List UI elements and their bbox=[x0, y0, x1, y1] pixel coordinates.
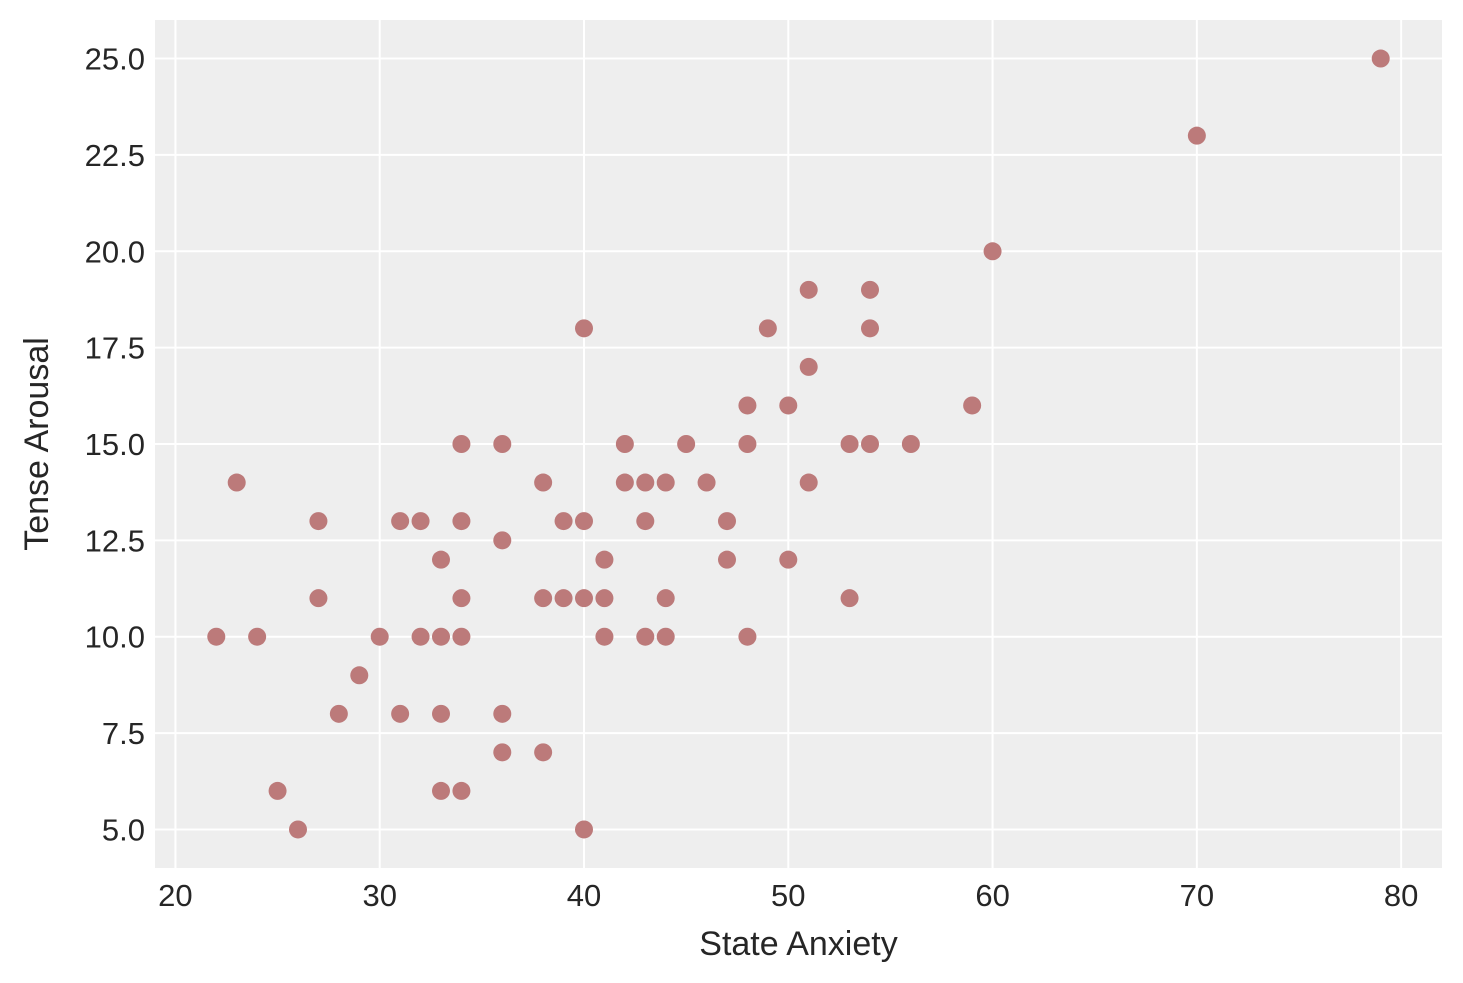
data-point bbox=[718, 550, 736, 569]
data-point bbox=[452, 781, 471, 800]
x-tick-label: 20 bbox=[158, 878, 192, 913]
data-point bbox=[1371, 49, 1390, 68]
data-point bbox=[840, 435, 859, 453]
data-point bbox=[452, 627, 471, 646]
data-point bbox=[452, 435, 471, 453]
data-point bbox=[861, 280, 879, 299]
x-tick-label: 60 bbox=[975, 878, 1009, 913]
x-tick-label: 30 bbox=[362, 878, 396, 913]
data-point bbox=[268, 781, 287, 800]
data-point bbox=[677, 435, 696, 453]
y-tick-label: 10.0 bbox=[85, 620, 145, 655]
x-axis-ticks: 20 30 40 50 60 70 80 bbox=[158, 878, 1418, 913]
data-point bbox=[636, 473, 655, 492]
data-point bbox=[554, 589, 573, 608]
x-tick-label: 70 bbox=[1180, 878, 1214, 913]
data-point bbox=[861, 319, 879, 338]
data-point bbox=[615, 473, 634, 492]
data-point bbox=[636, 627, 655, 646]
data-point bbox=[534, 473, 553, 492]
y-tick-label: 17.5 bbox=[85, 331, 145, 366]
data-point bbox=[432, 781, 450, 800]
data-point bbox=[309, 589, 328, 608]
x-tick-label: 40 bbox=[567, 878, 601, 913]
data-point bbox=[452, 589, 471, 608]
data-point bbox=[534, 743, 553, 762]
data-point bbox=[207, 627, 226, 646]
data-point bbox=[779, 396, 798, 415]
data-point bbox=[738, 396, 757, 415]
data-point bbox=[575, 589, 593, 608]
data-point bbox=[758, 319, 777, 338]
x-tick-label: 50 bbox=[771, 878, 805, 913]
data-point bbox=[289, 820, 307, 839]
x-tick-label: 80 bbox=[1384, 878, 1418, 913]
data-point bbox=[595, 589, 614, 608]
data-point bbox=[595, 550, 614, 569]
data-point bbox=[432, 627, 450, 646]
data-point bbox=[554, 512, 573, 531]
data-point bbox=[493, 531, 512, 550]
data-point bbox=[309, 512, 328, 531]
data-points bbox=[207, 49, 1390, 839]
data-point bbox=[575, 512, 593, 531]
data-point bbox=[595, 627, 614, 646]
y-tick-label: 5.0 bbox=[102, 812, 145, 847]
data-point bbox=[432, 704, 450, 723]
data-point bbox=[391, 704, 410, 723]
y-tick-label: 7.5 bbox=[102, 716, 145, 751]
data-point bbox=[861, 435, 879, 453]
data-point bbox=[963, 396, 982, 415]
data-point bbox=[329, 704, 348, 723]
y-tick-label: 15.0 bbox=[85, 427, 145, 462]
data-point bbox=[534, 589, 553, 608]
data-point bbox=[636, 512, 655, 531]
data-point bbox=[391, 512, 410, 531]
data-point bbox=[799, 473, 818, 492]
data-point bbox=[738, 435, 757, 453]
data-point bbox=[411, 627, 430, 646]
data-point bbox=[983, 242, 1002, 261]
data-point bbox=[227, 473, 246, 492]
y-tick-label: 25.0 bbox=[85, 42, 145, 77]
x-axis-label: State Anxiety bbox=[699, 925, 897, 963]
y-tick-label: 20.0 bbox=[85, 234, 145, 269]
data-point bbox=[248, 627, 267, 646]
gridlines bbox=[155, 20, 1442, 868]
data-point bbox=[432, 550, 450, 569]
data-point bbox=[738, 627, 757, 646]
data-point bbox=[1187, 126, 1206, 145]
y-tick-label: 22.5 bbox=[85, 138, 145, 173]
data-point bbox=[697, 473, 716, 492]
data-point bbox=[840, 589, 859, 608]
data-point bbox=[575, 820, 593, 839]
data-point bbox=[493, 704, 512, 723]
data-point bbox=[656, 473, 675, 492]
y-tick-label: 12.5 bbox=[85, 523, 145, 558]
data-point bbox=[901, 435, 920, 453]
data-point bbox=[493, 743, 512, 762]
data-point bbox=[779, 550, 798, 569]
data-point bbox=[799, 280, 818, 299]
data-point bbox=[615, 435, 634, 453]
data-point bbox=[718, 512, 736, 531]
data-point bbox=[493, 435, 512, 453]
data-point bbox=[656, 627, 675, 646]
data-point bbox=[656, 589, 675, 608]
y-axis-ticks: 5.0 7.5 10.0 12.5 15.0 17.5 20.0 22.5 25.0 bbox=[85, 42, 145, 848]
data-point bbox=[575, 319, 593, 338]
data-point bbox=[370, 627, 389, 646]
y-axis-label: Tense Arousal bbox=[18, 337, 56, 551]
data-point bbox=[411, 512, 430, 531]
data-point bbox=[350, 666, 369, 685]
data-point bbox=[799, 357, 818, 376]
data-point bbox=[452, 512, 471, 531]
